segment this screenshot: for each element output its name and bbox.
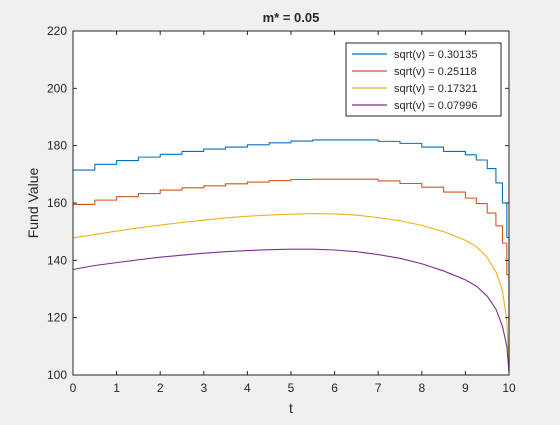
y-tick-label: 120 xyxy=(47,311,67,325)
x-tick-label: 8 xyxy=(418,381,425,395)
y-axis: 100 120 140 160 180 200 220 xyxy=(47,24,509,382)
x-tick-label: 6 xyxy=(331,381,338,395)
y-tick-label: 180 xyxy=(47,139,67,153)
y-tick-label: 140 xyxy=(47,253,67,267)
legend-label-2: sqrt(v) = 0.25118 xyxy=(394,66,477,78)
x-tick-label: 0 xyxy=(70,381,77,395)
x-tick-label: 9 xyxy=(462,381,469,395)
x-tick-label: 10 xyxy=(502,381,516,395)
series-line-4 xyxy=(72,248,510,373)
y-tick-label: 100 xyxy=(47,368,67,382)
x-tick-label: 1 xyxy=(113,381,120,395)
x-axis: 0 1 2 3 4 5 6 7 8 9 10 xyxy=(70,31,516,395)
chart-title: m* = 0.05 xyxy=(263,10,320,25)
legend-label-4: sqrt(v) = 0.07996 xyxy=(394,100,477,112)
y-tick-label: 200 xyxy=(47,81,67,95)
legend: sqrt(v) = 0.30135 sqrt(v) = 0.25118 sqrt(v… xyxy=(345,42,502,117)
x-tick-label: 4 xyxy=(244,381,251,395)
legend-label-3: sqrt(v) = 0.17321 xyxy=(394,83,477,95)
x-tick-label: 5 xyxy=(288,381,295,395)
series-layer xyxy=(72,139,510,373)
legend-box xyxy=(345,42,502,117)
x-tick-label: 7 xyxy=(375,381,382,395)
series-line-1 xyxy=(73,139,510,373)
series-line-3 xyxy=(72,213,510,373)
y-tick-label: 160 xyxy=(47,196,67,210)
legend-label-1: sqrt(v) = 0.30135 xyxy=(394,49,477,61)
y-axis-label: Fund Value xyxy=(25,168,41,239)
series-line-2 xyxy=(73,178,510,373)
x-tick-label: 2 xyxy=(157,381,164,395)
x-tick-label: 3 xyxy=(200,381,207,395)
y-tick-label: 220 xyxy=(47,24,67,38)
x-axis-label: t xyxy=(289,400,293,416)
